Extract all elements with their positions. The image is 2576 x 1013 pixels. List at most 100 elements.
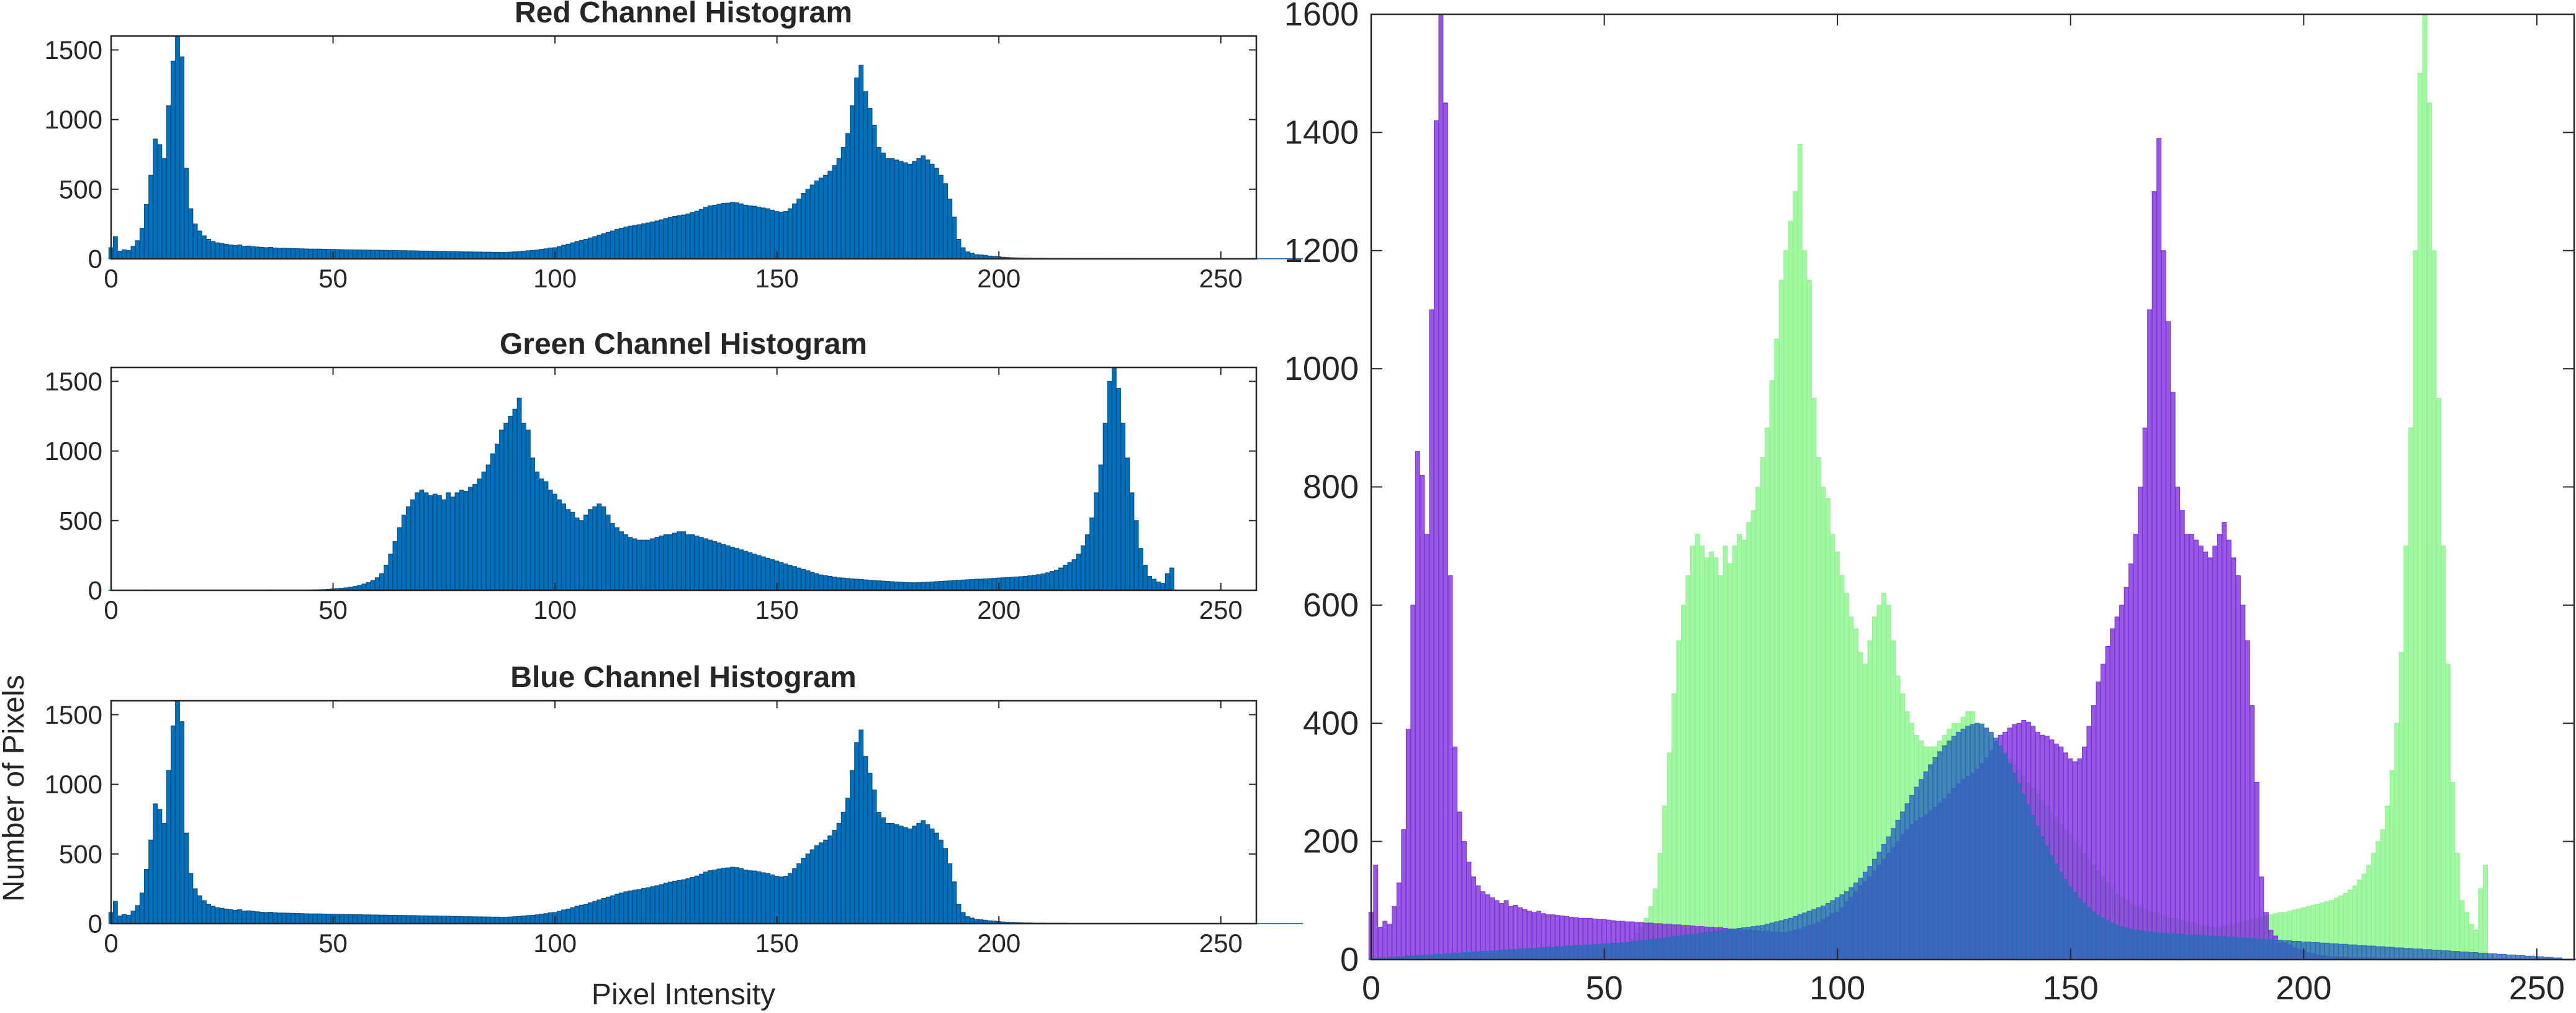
overlay-series-2: [1368, 723, 2563, 960]
green-bar: [783, 563, 788, 591]
red-bar: [819, 178, 824, 259]
overlay-bar: [1979, 724, 1984, 960]
overlay-bar: [2371, 853, 2376, 960]
red-bar: [117, 251, 122, 259]
blue-bar: [734, 867, 739, 924]
overlay-bar: [1718, 930, 1724, 960]
green-bar: [405, 506, 411, 591]
blue-bar: [743, 870, 749, 924]
green-bar: [921, 582, 926, 591]
green-bar: [1063, 565, 1068, 591]
green-bar: [832, 577, 837, 591]
red-bar: [947, 198, 953, 259]
overlay-bar: [1793, 191, 1798, 960]
red-bar: [348, 249, 353, 259]
overlay-bar: [2212, 546, 2218, 960]
green-bar: [632, 538, 637, 591]
overlay-bar: [2380, 829, 2385, 960]
overlay-bar: [1778, 279, 1784, 960]
green-bar: [379, 573, 384, 591]
blue-bar: [308, 913, 313, 924]
blue-bar: [388, 914, 394, 924]
blue-bar: [752, 870, 757, 924]
blue-bar: [353, 914, 358, 924]
green-bar: [894, 581, 899, 591]
overlay-bar: [1564, 945, 1570, 960]
blue-bar: [428, 916, 433, 924]
green-bar: [960, 579, 966, 591]
overlay-bar: [2105, 646, 2110, 960]
blue-bar: [970, 917, 975, 924]
red-histogram-title: Red Channel Histogram: [515, 0, 852, 29]
blue-bar: [144, 868, 149, 924]
overlay-bar: [2273, 940, 2278, 960]
red-bar: [175, 35, 180, 259]
overlay-bar: [1546, 947, 1551, 960]
overlay-bar: [1611, 942, 1616, 960]
blue-x-tick-label: 200: [977, 929, 1020, 958]
overlay-bar: [1816, 457, 1821, 960]
blue-bar: [254, 911, 260, 924]
green-bar: [708, 539, 713, 591]
red-bar: [122, 249, 127, 259]
blue-y-tick-label: 500: [59, 839, 102, 868]
blue-bar: [446, 916, 451, 924]
overlay-bar: [1536, 947, 1542, 960]
overlay-bar: [1970, 724, 1975, 960]
blue-bar: [592, 901, 598, 924]
overlay-bar: [1821, 905, 1826, 960]
red-bar: [384, 250, 389, 259]
overlay-y-tick-label: 1000: [1284, 350, 1359, 387]
blue-bar: [184, 832, 189, 924]
green-histogram-bars: [108, 367, 1174, 591]
green-bar: [526, 430, 531, 591]
blue-bar: [268, 911, 274, 924]
overlay-bar: [2049, 855, 2055, 960]
overlay-bar: [1503, 950, 1509, 960]
overlay-bar: [1457, 811, 1462, 960]
blue-bar: [636, 889, 642, 924]
overlay-bar: [2450, 781, 2456, 960]
overlay-bar: [1942, 745, 1947, 960]
green-bar: [366, 582, 371, 591]
overlay-bar: [2110, 922, 2115, 960]
red-bar: [317, 248, 322, 259]
overlay-bar: [2376, 946, 2381, 960]
red-bar: [339, 249, 345, 259]
red-bar: [836, 158, 842, 259]
red-x-tick-label: 0: [104, 264, 118, 293]
green-bar: [432, 493, 438, 591]
red-bar: [610, 230, 615, 259]
blue-bar: [898, 826, 904, 924]
overlay-bar: [2441, 546, 2446, 960]
overlay-bar: [2403, 948, 2409, 960]
red-bar: [743, 205, 749, 259]
green-bar: [374, 577, 380, 591]
overlay-bar: [1723, 546, 1728, 960]
overlay-bar: [2502, 953, 2506, 960]
overlay-y-tick-label: 200: [1303, 823, 1359, 860]
overlay-bar: [1802, 250, 1808, 960]
red-bar: [570, 242, 575, 259]
green-bar: [672, 533, 677, 591]
green-bar: [1067, 562, 1073, 591]
green-bar: [1160, 583, 1166, 591]
blue-bar: [530, 914, 535, 924]
blue-bar: [415, 915, 420, 924]
overlay-bar: [1825, 498, 1831, 960]
red-bar: [357, 250, 363, 259]
red-bar: [419, 250, 425, 259]
green-bar: [636, 539, 642, 591]
overlay-bar: [2408, 948, 2413, 960]
blue-bar: [819, 842, 824, 924]
overlay-bar: [2422, 14, 2428, 960]
green-bar: [1129, 492, 1135, 591]
overlay-histogram-bars: [1368, 14, 2576, 960]
blue-bar: [934, 832, 939, 924]
green-bar: [450, 497, 456, 591]
blue-bar: [503, 917, 509, 924]
red-bar: [956, 238, 961, 259]
red-bar: [654, 220, 660, 259]
green-bar: [384, 565, 389, 591]
overlay-bar: [2441, 950, 2446, 960]
